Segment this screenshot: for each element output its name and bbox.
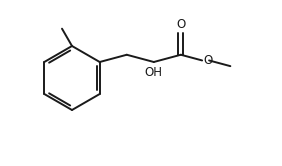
Text: OH: OH [145,66,163,79]
Text: O: O [203,54,212,67]
Text: O: O [176,18,186,31]
